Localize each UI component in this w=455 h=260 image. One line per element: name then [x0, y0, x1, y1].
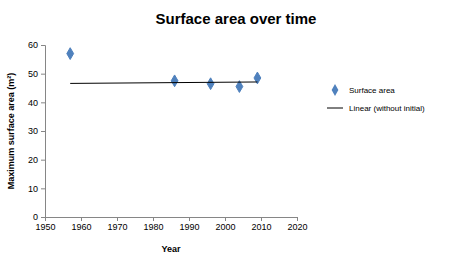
y-tick-label: 10 [28, 184, 38, 194]
x-axis-line [46, 218, 298, 222]
x-tick-mark [225, 217, 226, 221]
data-point [67, 48, 74, 60]
x-tick: 2010 [251, 217, 271, 232]
y-tick-mark [41, 217, 45, 218]
y-tick-label: 60 [28, 40, 38, 50]
x-tick: 1970 [107, 217, 127, 232]
y-axis-line [41, 46, 46, 218]
x-axis-title: Year [161, 244, 181, 254]
x-tick-mark [189, 217, 190, 221]
chart: 0 10 20 30 40 50 60 1950 1960 1970 1980 1990 2000 201… [0, 0, 455, 260]
title: Surface area over time [156, 10, 317, 27]
legend-label: Surface area [349, 86, 395, 95]
data-point [171, 75, 178, 87]
marks [67, 48, 261, 93]
y-axis-title: Maximum surface area (m²) [6, 73, 16, 190]
x-tick: 2000 [215, 217, 235, 232]
x-tick-label: 2000 [215, 222, 235, 232]
y-tick-mark [41, 131, 45, 132]
y-tick: 0 [33, 212, 45, 222]
x-axis: 1950 1960 1970 1980 1990 2000 2010 2020 [35, 217, 307, 232]
x-tick-mark [117, 217, 118, 221]
y-tick-label: 50 [28, 69, 38, 79]
y-tick-mark [41, 45, 45, 46]
y-tick-mark [41, 74, 45, 75]
y-tick: 20 [28, 155, 45, 165]
plot-area: 0 10 20 30 40 50 60 1950 1960 1970 1980 1990 2000 201… [28, 40, 308, 232]
legend-swatch [332, 84, 339, 96]
y-tick-mark [41, 188, 45, 189]
x-tick: 1980 [143, 217, 163, 232]
y-tick: 10 [28, 184, 45, 194]
y-tick-label: 20 [28, 155, 38, 165]
x-tick-mark [45, 217, 46, 221]
y-tick: 40 [28, 98, 45, 108]
legend-swatch [327, 108, 343, 109]
x-tick-label: 2020 [287, 222, 307, 232]
x-tick: 1950 [35, 217, 55, 232]
x-tick-mark [297, 217, 298, 221]
x-tick-label: 1970 [107, 222, 127, 232]
x-tick: 1960 [71, 217, 91, 232]
y-tick-mark [41, 160, 45, 161]
y-axis: 0 10 20 30 40 50 60 [28, 40, 46, 222]
x-tick-label: 1990 [179, 222, 199, 232]
x-tick: 1990 [179, 217, 199, 232]
x-tick-mark [261, 217, 262, 221]
y-tick-mark [41, 102, 45, 103]
y-tick-label: 40 [28, 98, 38, 108]
y-tick: 50 [28, 69, 45, 79]
data-point [207, 78, 214, 90]
y-tick: 30 [28, 126, 45, 136]
legend-label: Linear (without initial) [349, 104, 425, 113]
trend-line [70, 82, 257, 83]
x-tick-mark [153, 217, 154, 221]
x-tick-label: 1980 [143, 222, 163, 232]
x-tick-mark [81, 217, 82, 221]
x-tick-label: 1960 [71, 222, 91, 232]
x-tick-label: 1950 [35, 222, 55, 232]
y-tick-label: 30 [28, 126, 38, 136]
y-tick: 60 [28, 40, 45, 50]
y-tick-label: 0 [33, 212, 38, 222]
x-tick-label: 2010 [251, 222, 271, 232]
x-tick: 2020 [287, 217, 307, 232]
legend: Surface area Linear (without initial) [327, 84, 425, 113]
